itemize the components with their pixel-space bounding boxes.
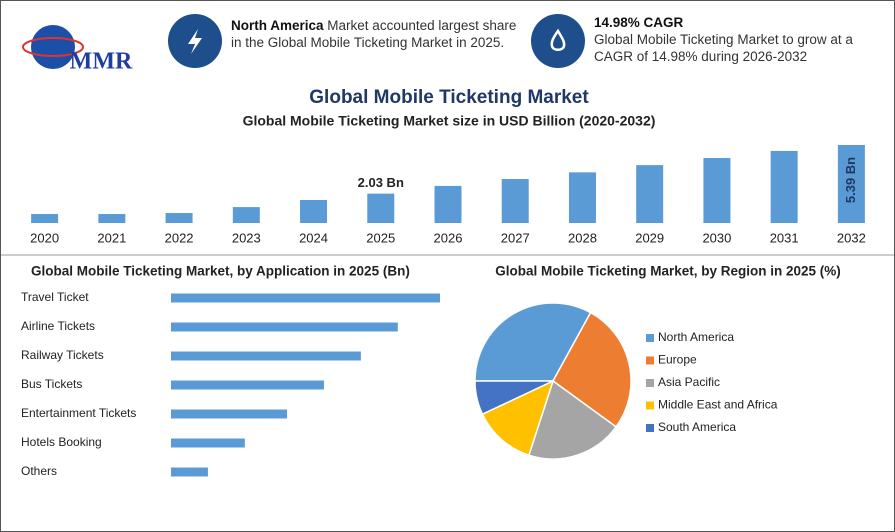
legend-label: Asia Pacific [658, 375, 720, 389]
x-tick-label: 2023 [232, 230, 261, 245]
x-tick-label: 2030 [702, 230, 731, 245]
category-label: Travel Ticket [21, 290, 89, 304]
info-text: North America Market accounted largest s… [231, 17, 521, 51]
bar [171, 380, 324, 390]
info-bold: North America [231, 18, 324, 33]
x-tick-label: 2032 [837, 230, 866, 245]
logo-globe [31, 25, 75, 69]
info-text: 14.98% CAGR Global Mobile Ticketing Marke… [594, 14, 884, 65]
info-icon [531, 14, 585, 68]
category-label: Entertainment Tickets [21, 406, 136, 420]
x-tick-label: 2020 [30, 230, 59, 245]
drop-icon [550, 28, 566, 51]
legend-swatch [646, 379, 654, 387]
category-label: Others [21, 464, 57, 478]
legend-label: North America [658, 330, 734, 344]
bar [171, 409, 288, 419]
info-body: Global Mobile Ticketing Market to grow a… [594, 32, 853, 64]
category-label: Railway Tickets [21, 348, 104, 362]
info-body: Market accounted largest share in the Gl… [231, 18, 517, 50]
bar [837, 145, 865, 223]
x-tick-label: 2028 [568, 230, 597, 245]
x-tick-label: 2021 [97, 230, 126, 245]
pie-slice [552, 311, 632, 428]
pie-slice [481, 379, 555, 457]
legend-label: South America [658, 420, 736, 434]
bar [31, 214, 59, 223]
bar [501, 179, 529, 223]
bar [300, 199, 328, 223]
bar [171, 293, 440, 303]
x-tick-label: 2026 [434, 230, 463, 245]
bar [232, 207, 260, 223]
value-label: 5.39 Bn [843, 157, 858, 203]
x-tick-label: 2029 [635, 230, 664, 245]
bar [98, 214, 126, 223]
logo-orbit [22, 37, 84, 57]
category-label: Hotels Booking [21, 435, 102, 449]
chart-title: Global Mobile Ticketing Market, by Regio… [495, 264, 841, 279]
pie-slice [527, 379, 618, 460]
value-label: 2.03 Bn [358, 175, 404, 190]
pie-slice [474, 302, 592, 382]
bar [171, 351, 361, 361]
x-tick-label: 2025 [366, 230, 395, 245]
bar [770, 150, 798, 223]
x-tick-label: 2024 [299, 230, 328, 245]
bar [703, 158, 731, 223]
x-tick-label: 2027 [501, 230, 530, 245]
bar [636, 165, 664, 223]
bar [171, 322, 398, 332]
bar [434, 185, 462, 223]
x-tick-label: 2022 [165, 230, 194, 245]
legend-swatch [646, 424, 654, 432]
bar [171, 438, 245, 448]
logo-text: MMR [70, 49, 133, 75]
legend-swatch [646, 401, 654, 410]
chart-title: Global Mobile Ticketing Market size in U… [243, 113, 656, 129]
bar [165, 213, 193, 223]
legend-label: Middle East and Africa [658, 398, 778, 412]
pie-slice [474, 380, 554, 416]
category-label: Airline Tickets [21, 319, 95, 333]
legend-swatch [646, 356, 654, 365]
x-tick-label: 2031 [770, 230, 799, 245]
bar [568, 172, 596, 223]
chart-title: Global Mobile Ticketing Market, by Appli… [31, 264, 410, 279]
bar [171, 467, 208, 477]
legend-label: Europe [658, 353, 697, 367]
legend-swatch [646, 334, 654, 342]
bar [367, 193, 395, 223]
info-bold: 14.98% CAGR [594, 15, 684, 30]
bolt-icon [188, 29, 202, 54]
main-title: Global Mobile Ticketing Market [309, 87, 589, 108]
category-label: Bus Tickets [21, 377, 82, 391]
